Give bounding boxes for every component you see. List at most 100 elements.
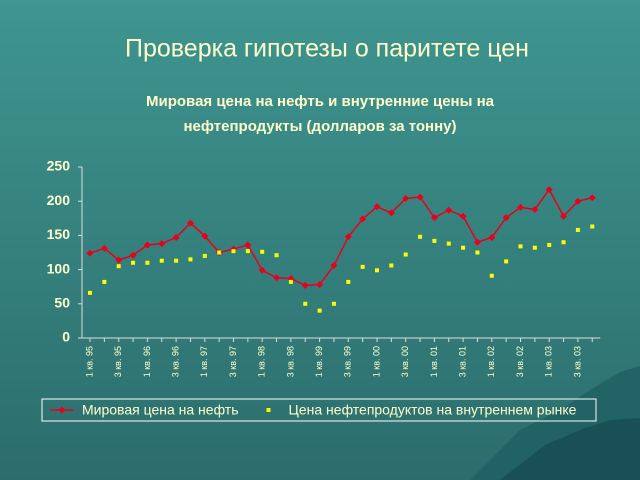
point xyxy=(274,253,279,258)
point xyxy=(418,234,423,239)
point xyxy=(344,233,352,241)
chart-title: Мировая цена на нефть и внутренние цены … xyxy=(146,93,495,110)
point xyxy=(416,193,424,201)
legend-label: Мировая цена на нефть xyxy=(82,402,239,418)
point xyxy=(560,212,568,220)
x-tick-label: 1 кв. 01 xyxy=(429,346,439,377)
legend-label: Цена нефтепродуктов на внутреннем рынке xyxy=(289,402,577,418)
point xyxy=(346,279,351,284)
y-tick-label: 150 xyxy=(47,226,71,242)
point xyxy=(359,215,367,223)
point xyxy=(273,274,281,282)
point xyxy=(288,279,293,284)
point xyxy=(518,244,523,249)
point xyxy=(129,251,137,259)
point xyxy=(244,241,252,249)
point xyxy=(517,203,524,211)
point xyxy=(488,233,496,241)
point xyxy=(174,258,179,263)
point xyxy=(575,227,580,232)
point xyxy=(301,281,309,289)
x-tick-label: 1 кв. 97 xyxy=(199,346,209,377)
point xyxy=(186,219,194,227)
x-tick-label: 3 кв. 01 xyxy=(457,346,467,377)
point xyxy=(430,214,438,222)
point xyxy=(245,249,250,254)
point xyxy=(330,261,338,269)
x-tick-label: 3 кв. 02 xyxy=(515,346,525,377)
point xyxy=(143,241,151,249)
x-tick-label: 1 кв. 02 xyxy=(486,346,496,377)
y-tick-label: 0 xyxy=(62,329,70,345)
point xyxy=(231,249,236,254)
point xyxy=(547,242,552,247)
mountain xyxy=(500,418,640,480)
point xyxy=(100,244,108,252)
slide-title: Проверка гипотезы о паритете цен xyxy=(125,35,529,63)
y-tick-label: 50 xyxy=(54,295,70,311)
point xyxy=(588,194,596,202)
point xyxy=(158,240,166,248)
point xyxy=(317,308,322,313)
point xyxy=(445,206,453,214)
x-tick-label: 1 кв. 98 xyxy=(257,346,267,377)
point xyxy=(115,256,123,264)
y-tick-label: 200 xyxy=(47,192,71,208)
x-tick-label: 1 кв. 99 xyxy=(314,346,324,377)
x-tick-label: 1 кв. 95 xyxy=(84,346,94,377)
x-tick-label: 3 кв. 00 xyxy=(400,346,410,377)
point xyxy=(590,224,595,229)
point xyxy=(131,260,136,265)
point xyxy=(258,266,266,274)
y-tick-label: 100 xyxy=(47,260,71,276)
point xyxy=(459,212,467,220)
point xyxy=(58,406,66,414)
point xyxy=(116,264,121,269)
x-tick-label: 3 кв. 96 xyxy=(170,346,180,377)
point xyxy=(172,233,180,241)
point xyxy=(561,240,566,245)
point xyxy=(360,264,365,269)
point xyxy=(202,253,207,258)
point xyxy=(316,281,324,289)
x-tick-label: 3 кв. 98 xyxy=(285,346,295,377)
legend-box xyxy=(41,398,597,422)
point xyxy=(373,203,381,211)
point xyxy=(217,250,222,255)
point xyxy=(266,408,271,412)
x-tick-label: 3 кв. 03 xyxy=(572,346,582,377)
point xyxy=(432,238,437,243)
point xyxy=(331,301,336,306)
point xyxy=(504,259,509,264)
x-tick-label: 3 кв. 99 xyxy=(343,346,353,377)
point xyxy=(201,232,209,240)
point xyxy=(446,241,451,246)
point xyxy=(461,245,466,250)
point xyxy=(102,279,107,284)
point xyxy=(531,205,539,213)
point xyxy=(260,249,265,254)
point xyxy=(475,250,480,255)
point xyxy=(502,214,510,222)
point xyxy=(473,238,481,246)
x-tick-label: 1 кв. 03 xyxy=(544,346,554,377)
point xyxy=(532,245,537,250)
point xyxy=(303,301,308,306)
point xyxy=(574,197,582,205)
point xyxy=(188,257,193,262)
point xyxy=(387,209,395,217)
point xyxy=(88,290,92,295)
chart-title: нефтепродукты (долларов за тонну) xyxy=(183,118,456,135)
point xyxy=(489,273,494,278)
point xyxy=(375,268,379,273)
y-tick-label: 250 xyxy=(47,158,71,174)
point xyxy=(403,252,408,257)
x-tick-label: 1 кв. 96 xyxy=(142,346,152,377)
point xyxy=(86,249,94,257)
x-tick-label: 1 кв. 00 xyxy=(371,346,381,377)
point xyxy=(145,260,150,265)
point xyxy=(389,263,394,268)
